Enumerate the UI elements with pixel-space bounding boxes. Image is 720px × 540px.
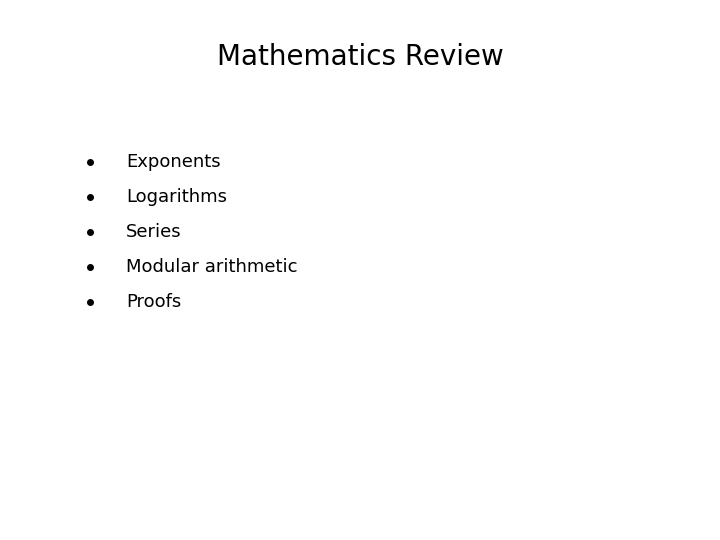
Text: Modular arithmetic: Modular arithmetic [126, 258, 297, 276]
Text: Series: Series [126, 223, 181, 241]
Text: Exponents: Exponents [126, 153, 220, 171]
Text: Logarithms: Logarithms [126, 188, 227, 206]
Text: Mathematics Review: Mathematics Review [217, 43, 503, 71]
Text: Proofs: Proofs [126, 293, 181, 312]
